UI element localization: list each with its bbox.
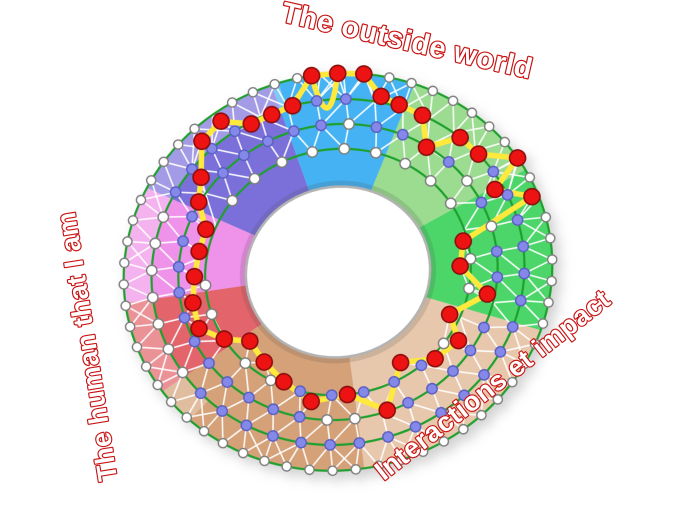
- center-hole: [239, 180, 437, 364]
- sheen-highlight-layer: [123, 82, 287, 420]
- label-human-that-i-am: The human that I am: [51, 210, 123, 483]
- nodes-layer: [118, 64, 558, 477]
- donut-group: [118, 64, 558, 477]
